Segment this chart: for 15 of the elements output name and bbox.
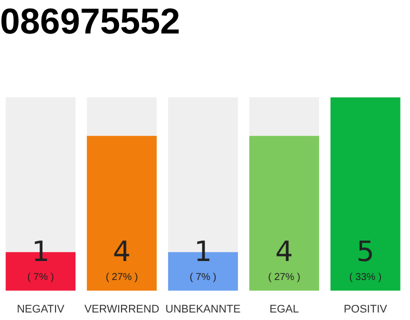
chart-title: 086975552 [0,0,180,42]
data-label: 4 [275,234,294,268]
annotation: ( 27% ) [268,272,300,283]
x-tick-label: UNBEKANNTE [165,303,241,316]
x-tick-label: POSITIV [344,303,388,316]
x-tick-label: EGAL [270,303,299,316]
x-tick-label: VERWIRREND [84,303,160,316]
data-label: 4 [112,234,131,268]
data-label: 5 [356,234,374,268]
annotation: ( 7% ) [27,272,54,283]
annotation: ( 33% ) [349,272,382,283]
data-label: 1 [194,234,212,268]
annotation: ( 27% ) [106,272,138,283]
annotation: ( 7% ) [190,272,216,283]
x-tick-label: NEGATIV [16,303,65,316]
